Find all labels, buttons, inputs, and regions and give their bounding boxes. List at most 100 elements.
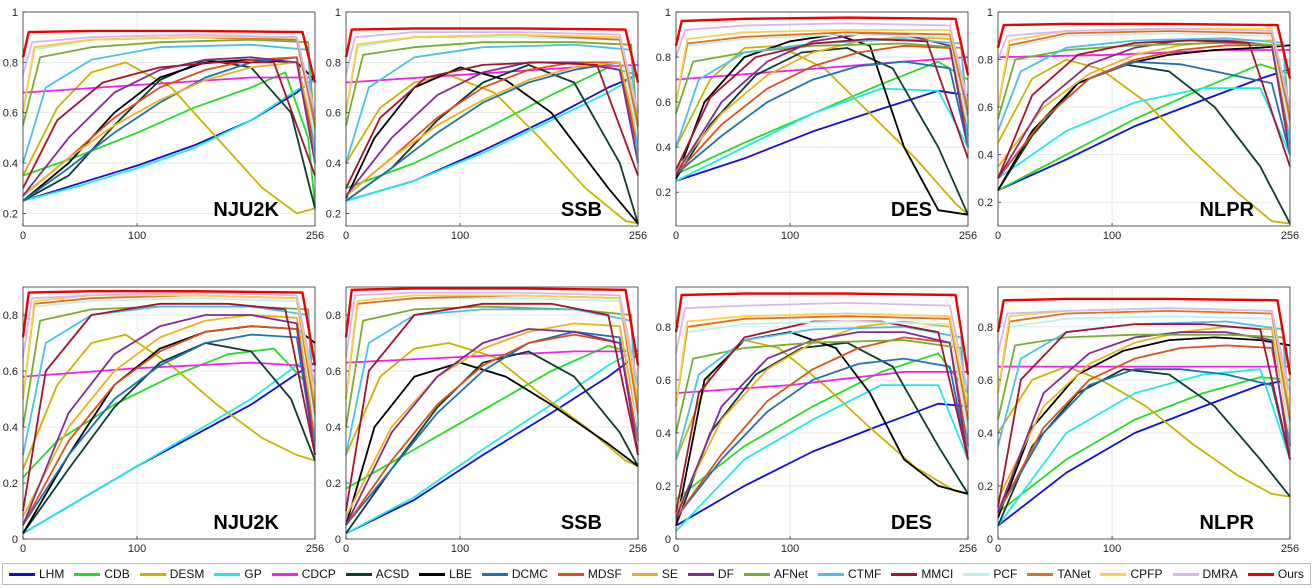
series-line-se xyxy=(345,61,639,197)
series-line-ours xyxy=(996,297,1292,375)
series-line-afnet xyxy=(345,41,639,138)
legend-swatch xyxy=(74,572,101,576)
series-line-ours xyxy=(21,29,317,83)
series-line-df xyxy=(345,328,639,526)
legend-label: CDB xyxy=(104,567,130,581)
legend-label: DMRA xyxy=(1202,567,1238,581)
series-line-dmra xyxy=(345,31,639,113)
series-line-mmci xyxy=(345,302,639,512)
y-tick-label: 0.8 xyxy=(3,310,18,322)
chart-panel-2: 0 100 256 0.2 0.4 0.6 0.8 1 SSB xyxy=(326,7,647,242)
x-tick-label: 100 xyxy=(1103,230,1121,242)
series-line-lhm xyxy=(345,353,639,535)
x-tick-label: 0 xyxy=(673,543,679,555)
series-line-dcmc xyxy=(675,357,969,519)
legend-item-dcmc: DCMC xyxy=(481,567,548,581)
series-line-ours xyxy=(344,287,640,366)
series-line-dcmc xyxy=(997,368,1291,513)
legend-label: MDSF xyxy=(587,567,622,581)
legend-swatch xyxy=(687,572,714,576)
dataset-label: NJU2K xyxy=(213,512,279,534)
legend-swatch xyxy=(1172,572,1199,576)
series-line-lhm xyxy=(675,402,969,527)
x-tick-label: 0 xyxy=(995,230,1001,242)
legend-label: CDCP xyxy=(301,567,336,581)
legend-swatch xyxy=(891,572,918,576)
series-line-ctmf xyxy=(22,305,316,456)
y-tick-label: 0.4 xyxy=(3,422,18,434)
series-line-se xyxy=(345,322,639,518)
y-tick-label: 0.4 xyxy=(978,428,993,440)
series-line-acsd xyxy=(22,342,316,534)
x-tick-label: 100 xyxy=(128,543,146,555)
legend-item-mdsf: MDSF xyxy=(557,567,622,581)
series-line-lbe xyxy=(675,331,969,526)
axes-frame xyxy=(675,11,969,227)
series-line-dmra xyxy=(997,307,1291,394)
y-tick-label: 0.6 xyxy=(3,366,18,378)
chart-panel-1: 0 100 256 0.2 0.4 0.6 0.8 1 NJU2K xyxy=(3,7,324,242)
series-line-lbe xyxy=(345,66,639,225)
chart-legend: LHM CDB DESM GP CDCP ACSD LBE DCMC MDSF SE DF AFNet… xyxy=(2,563,1311,585)
y-tick-label: 0.8 xyxy=(326,310,341,322)
series-line-desm xyxy=(22,333,316,470)
axes-frame xyxy=(675,286,969,540)
series-line-cdcp xyxy=(22,76,315,94)
series-line-desm xyxy=(997,365,1291,498)
chart-panel-8: 0 100 256 0 0.2 0.4 0.6 0.8 NLPR xyxy=(978,286,1299,555)
series-line-lhm xyxy=(675,89,969,182)
y-tick-label: 0.2 xyxy=(978,197,993,209)
series-line-acsd xyxy=(675,341,969,527)
y-tick-label: 0.2 xyxy=(326,208,341,220)
x-tick-label: 0 xyxy=(343,543,349,555)
legend-swatch xyxy=(271,572,298,576)
series-line-dmra xyxy=(22,33,316,113)
y-tick-label: 0.6 xyxy=(978,102,993,114)
legend-label: Ours xyxy=(1277,567,1304,581)
series-line-desm xyxy=(22,61,316,215)
series-line-mmci xyxy=(997,39,1291,179)
x-tick-label: 256 xyxy=(306,230,324,242)
legend-item-lbe: LBE xyxy=(419,567,472,581)
series-line-se xyxy=(22,61,316,197)
series-line-cpfp xyxy=(345,294,639,400)
series-line-cdcp xyxy=(675,56,969,81)
x-tick-label: 100 xyxy=(781,230,799,242)
plot-area xyxy=(23,287,315,539)
dataset-label: NJU2K xyxy=(213,199,279,221)
series-line-mmci xyxy=(345,61,639,189)
series-line-ours xyxy=(344,27,640,83)
legend-item-se: SE xyxy=(631,567,678,581)
series-line-gp xyxy=(345,347,639,535)
series-line-mdsf xyxy=(675,44,969,175)
x-tick-label: 100 xyxy=(781,543,799,555)
series-line-cdcp xyxy=(675,371,968,394)
y-tick-label: 1 xyxy=(12,7,18,19)
legend-item-tanet: TANet xyxy=(1027,567,1090,581)
y-tick-label: 0.2 xyxy=(656,481,671,493)
x-tick-label: 256 xyxy=(629,543,647,555)
dataset-label: DES xyxy=(891,512,932,534)
series-line-ctmf xyxy=(997,37,1291,155)
series-line-mmci xyxy=(675,38,969,171)
y-tick-label: 0.6 xyxy=(326,366,341,378)
legend-item-ours: Ours xyxy=(1247,567,1304,581)
y-tick-label: 1 xyxy=(335,7,341,19)
series-line-lhm xyxy=(997,68,1291,192)
series-line-dmra xyxy=(997,27,1291,108)
legend-item-desm: DESM xyxy=(139,567,204,581)
x-tick-label: 100 xyxy=(1103,543,1121,555)
y-tick-label: 0.6 xyxy=(3,108,18,120)
legend-item-afnet: AFNet xyxy=(743,567,808,581)
legend-swatch xyxy=(631,572,658,576)
legend-swatch xyxy=(1027,572,1054,576)
legend-item-cdcp: CDCP xyxy=(271,567,336,581)
series-line-dmra xyxy=(675,302,969,394)
series-line-cpfp xyxy=(675,312,969,407)
y-tick-label: 0.4 xyxy=(978,150,993,162)
legend-item-pcf: PCF xyxy=(963,567,1017,581)
series-line-df xyxy=(22,314,316,526)
legend-label: DCMC xyxy=(511,567,548,581)
x-tick-label: 100 xyxy=(128,230,146,242)
x-tick-label: 0 xyxy=(20,543,26,555)
